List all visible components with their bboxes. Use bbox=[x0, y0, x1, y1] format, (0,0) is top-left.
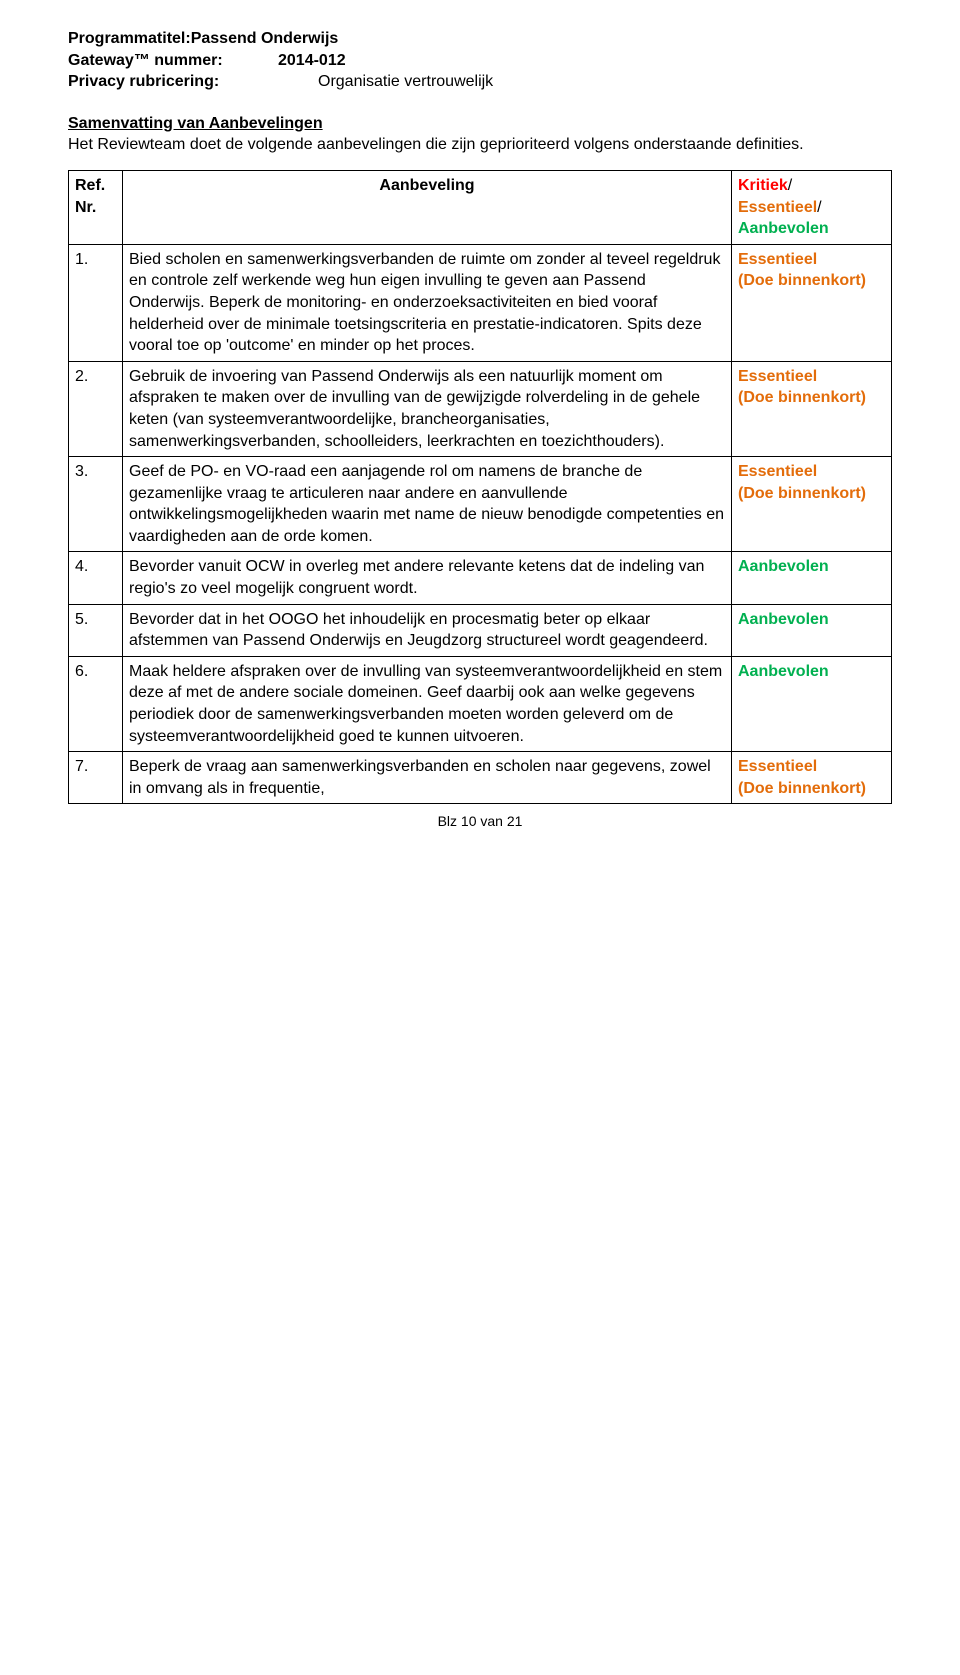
privacy-line: Privacy rubricering:Organisatie vertrouw… bbox=[68, 71, 892, 93]
program-value: Passend Onderwijs bbox=[191, 30, 339, 47]
row-number: 2. bbox=[69, 361, 123, 456]
row-text: Bevorder dat in het OOGO het inhoudelijk… bbox=[123, 604, 732, 656]
status-main: Essentieel bbox=[738, 756, 885, 778]
col-header-status: Kritiek/ Essentieel/ Aanbevolen bbox=[732, 170, 892, 244]
gateway-label: Gateway™ nummer: bbox=[68, 50, 278, 72]
row-status: Aanbevolen bbox=[732, 552, 892, 604]
page-footer: Blz 10 van 21 bbox=[68, 812, 892, 831]
row-text: Maak heldere afspraken over de invulling… bbox=[123, 656, 732, 751]
table-row: 2.Gebruik de invoering van Passend Onder… bbox=[69, 361, 892, 456]
status-label-kritiek: Kritiek bbox=[738, 177, 788, 194]
table-row: 1.Bied scholen en samenwerkingsverbanden… bbox=[69, 244, 892, 361]
status-sub: (Doe binnenkort) bbox=[738, 270, 885, 292]
row-number: 7. bbox=[69, 752, 123, 804]
col-header-ref: Ref. Nr. bbox=[69, 170, 123, 244]
ref-label-2: Nr. bbox=[75, 197, 116, 219]
row-text: Beperk de vraag aan samenwerkingsverband… bbox=[123, 752, 732, 804]
ref-label-1: Ref. bbox=[75, 175, 116, 197]
row-number: 3. bbox=[69, 457, 123, 552]
status-main: Aanbevolen bbox=[738, 609, 885, 631]
row-number: 5. bbox=[69, 604, 123, 656]
row-number: 6. bbox=[69, 656, 123, 751]
row-number: 4. bbox=[69, 552, 123, 604]
status-main: Aanbevolen bbox=[738, 556, 885, 578]
table-header-row: Ref. Nr. Aanbeveling Kritiek/ Essentieel… bbox=[69, 170, 892, 244]
row-status: Essentieel(Doe binnenkort) bbox=[732, 752, 892, 804]
program-label: Programmatitel: bbox=[68, 30, 191, 47]
status-label-aanbevolen: Aanbevolen bbox=[738, 220, 829, 237]
status-main: Essentieel bbox=[738, 366, 885, 388]
col-header-aanbeveling: Aanbeveling bbox=[123, 170, 732, 244]
status-main: Essentieel bbox=[738, 461, 885, 483]
row-text: Geef de PO- en VO-raad een aanjagende ro… bbox=[123, 457, 732, 552]
row-number: 1. bbox=[69, 244, 123, 361]
row-status: Aanbevolen bbox=[732, 604, 892, 656]
privacy-label: Privacy rubricering: bbox=[68, 71, 318, 93]
status-label-essentieel: Essentieel bbox=[738, 199, 817, 216]
gateway-line: Gateway™ nummer:2014-012 bbox=[68, 50, 892, 72]
status-sub: (Doe binnenkort) bbox=[738, 387, 885, 409]
gateway-value: 2014-012 bbox=[278, 52, 346, 69]
row-status: Essentieel(Doe binnenkort) bbox=[732, 457, 892, 552]
program-line: Programmatitel:Passend Onderwijs bbox=[68, 28, 892, 50]
intro-text: Het Reviewteam doet de volgende aanbevel… bbox=[68, 134, 892, 156]
row-text: Gebruik de invoering van Passend Onderwi… bbox=[123, 361, 732, 456]
table-row: 3.Geef de PO- en VO-raad een aanjagende … bbox=[69, 457, 892, 552]
table-row: 4.Bevorder vanuit OCW in overleg met and… bbox=[69, 552, 892, 604]
row-status: Essentieel(Doe binnenkort) bbox=[732, 244, 892, 361]
sep-1: / bbox=[788, 177, 792, 194]
row-text: Bevorder vanuit OCW in overleg met ander… bbox=[123, 552, 732, 604]
section-heading: Samenvatting van Aanbevelingen bbox=[68, 113, 892, 135]
status-sub: (Doe binnenkort) bbox=[738, 778, 885, 800]
page-header: Programmatitel:Passend Onderwijs Gateway… bbox=[68, 28, 892, 93]
row-status: Aanbevolen bbox=[732, 656, 892, 751]
row-text: Bied scholen en samenwerkingsverbanden d… bbox=[123, 244, 732, 361]
row-status: Essentieel(Doe binnenkort) bbox=[732, 361, 892, 456]
table-row: 5.Bevorder dat in het OOGO het inhoudeli… bbox=[69, 604, 892, 656]
table-row: 7.Beperk de vraag aan samenwerkingsverba… bbox=[69, 752, 892, 804]
status-main: Essentieel bbox=[738, 249, 885, 271]
status-sub: (Doe binnenkort) bbox=[738, 483, 885, 505]
sep-2: / bbox=[817, 199, 821, 216]
privacy-value: Organisatie vertrouwelijk bbox=[318, 71, 493, 93]
recommendations-table: Ref. Nr. Aanbeveling Kritiek/ Essentieel… bbox=[68, 170, 892, 804]
table-row: 6.Maak heldere afspraken over de invulli… bbox=[69, 656, 892, 751]
status-main: Aanbevolen bbox=[738, 661, 885, 683]
